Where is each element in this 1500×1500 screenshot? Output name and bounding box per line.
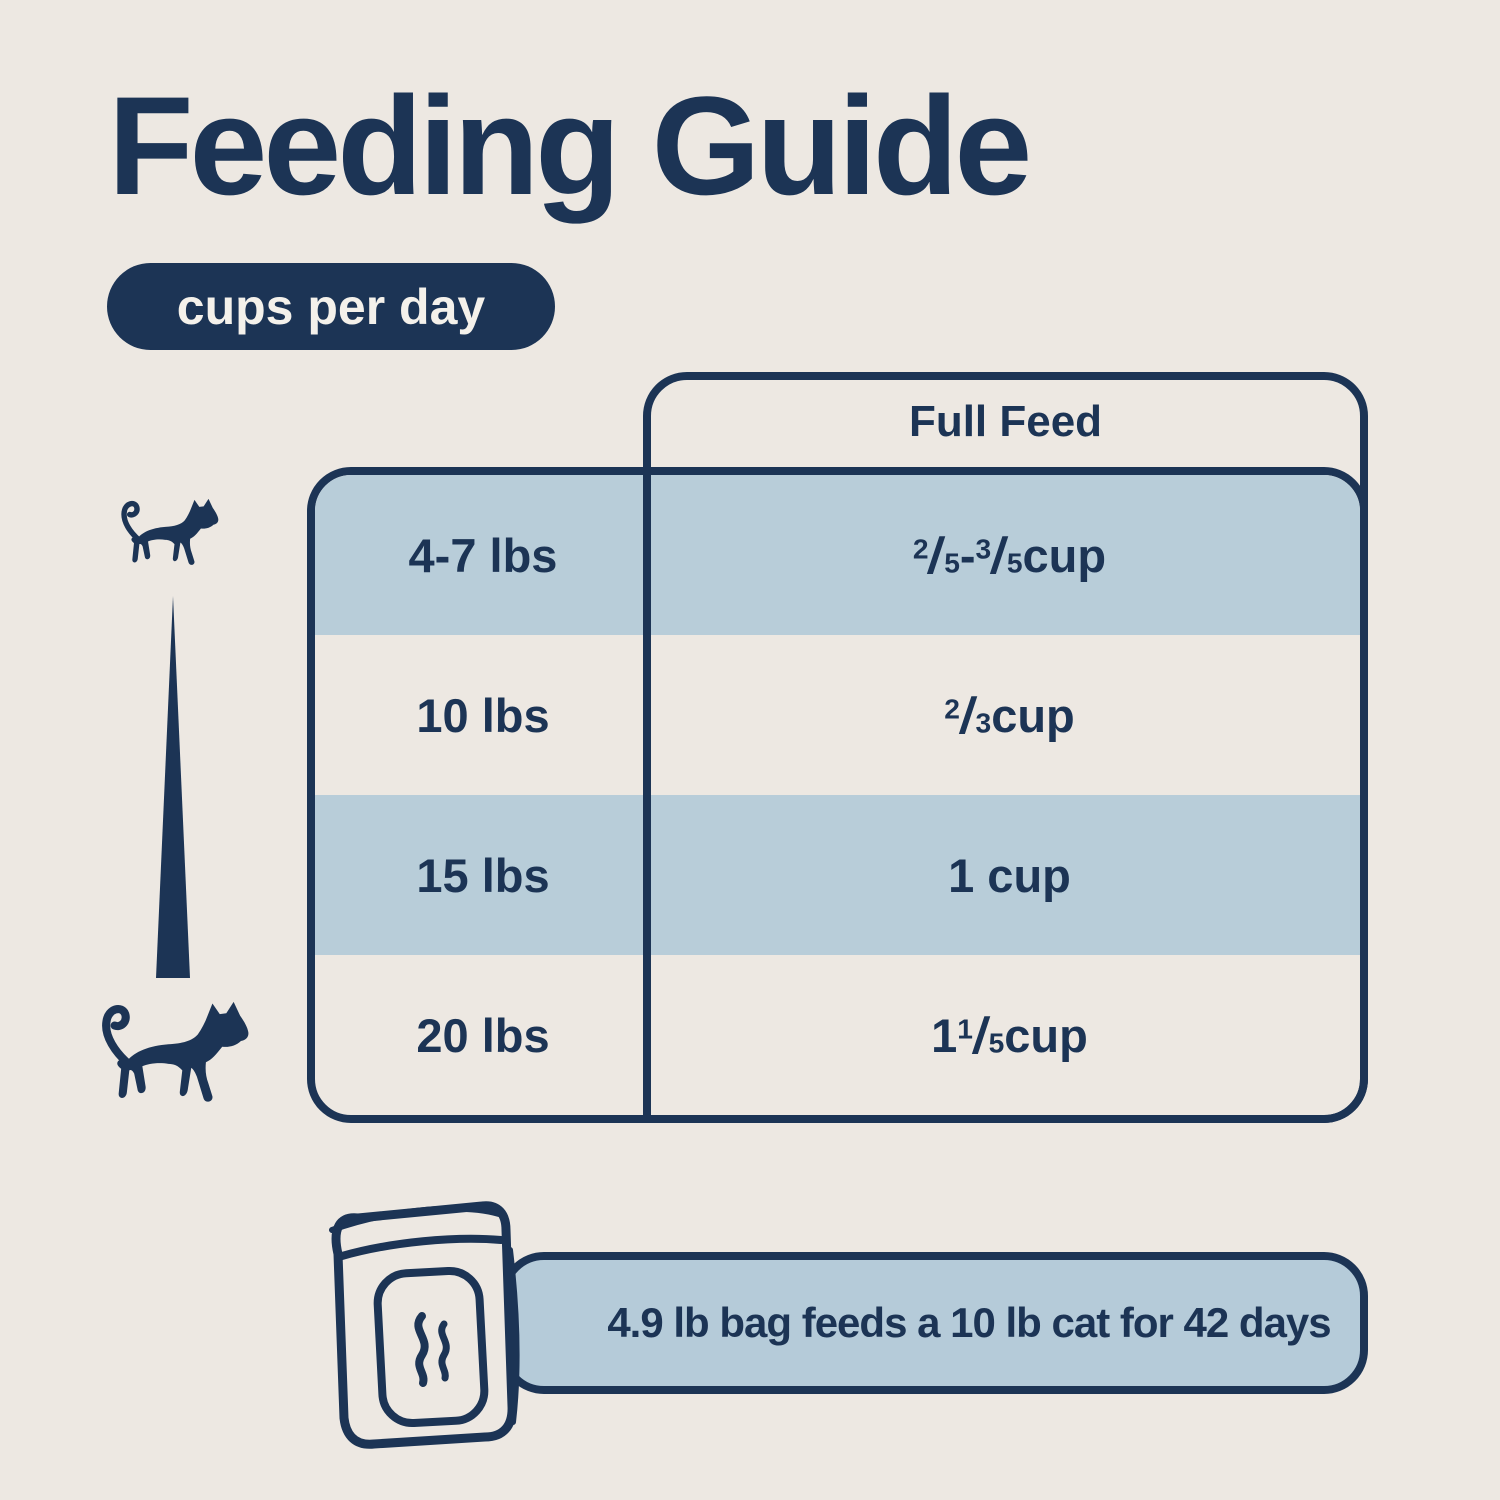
page-title: Feeding Guide bbox=[108, 67, 1032, 224]
table-row: 4-7 lbs 2/5 - 3/5 cup bbox=[315, 475, 1360, 635]
weight-cell: 15 lbs bbox=[416, 848, 550, 902]
footnote-text: 4.9 lb bag feeds a 10 lb cat for 42 days bbox=[607, 1299, 1331, 1346]
large-cat-icon bbox=[91, 993, 254, 1120]
amount-cell: 2/3 cup bbox=[944, 686, 1075, 744]
small-cat-icon bbox=[114, 493, 222, 577]
amount-cell: 1 cup bbox=[948, 848, 1071, 902]
table-row: 15 lbs 1 cup bbox=[315, 795, 1360, 955]
full-feed-column-header: Full Feed bbox=[908, 397, 1103, 446]
amount-cell: 1 1/5 cup bbox=[931, 1006, 1088, 1064]
footnote-banner: 4.9 lb bag feeds a 10 lb cat for 42 days bbox=[500, 1252, 1368, 1394]
table-row: 20 lbs 1 1/5 cup bbox=[315, 955, 1360, 1115]
weight-cell: 4-7 lbs bbox=[408, 528, 558, 582]
cups-per-day-badge: cups per day bbox=[107, 263, 555, 350]
weight-range-taper-icon bbox=[156, 596, 190, 978]
kibble-bag-icon bbox=[329, 1201, 520, 1449]
badge-label: cups per day bbox=[176, 278, 486, 335]
amount-cell: 2/5 - 3/5 cup bbox=[912, 526, 1107, 584]
table-row: 10 lbs 2/3 cup bbox=[315, 635, 1360, 795]
weight-cell: 20 lbs bbox=[416, 1008, 550, 1062]
feeding-table: 4-7 lbs 2/5 - 3/5 cup 10 lbs 2/3 cup 15 … bbox=[307, 467, 1368, 1123]
weight-cell: 10 lbs bbox=[416, 688, 550, 742]
